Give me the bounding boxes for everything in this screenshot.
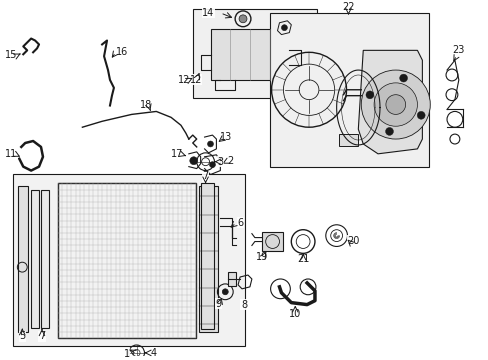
Text: 2: 2 bbox=[226, 156, 233, 166]
Text: 13: 13 bbox=[220, 132, 232, 142]
Text: 18: 18 bbox=[140, 100, 152, 109]
Bar bbox=[13, 174, 244, 346]
Text: 1: 1 bbox=[123, 349, 129, 359]
Polygon shape bbox=[358, 50, 422, 154]
Circle shape bbox=[385, 127, 393, 135]
Text: 7: 7 bbox=[202, 171, 208, 181]
Text: 5: 5 bbox=[19, 331, 25, 341]
Text: 14: 14 bbox=[202, 8, 214, 18]
Text: 8: 8 bbox=[241, 300, 246, 310]
Circle shape bbox=[373, 83, 417, 126]
Text: 6: 6 bbox=[237, 218, 243, 228]
Text: 17: 17 bbox=[170, 149, 183, 159]
Text: 21: 21 bbox=[296, 254, 309, 264]
Circle shape bbox=[365, 91, 373, 99]
Text: 20: 20 bbox=[346, 235, 359, 246]
Text: 10: 10 bbox=[288, 310, 301, 319]
Bar bbox=[198, 186, 218, 332]
Text: 15: 15 bbox=[5, 50, 18, 60]
Circle shape bbox=[385, 95, 405, 114]
Bar bbox=[269, 13, 428, 167]
Bar bbox=[261, 232, 283, 251]
Text: 16: 16 bbox=[116, 47, 128, 57]
Circle shape bbox=[207, 141, 213, 147]
Text: 22: 22 bbox=[342, 2, 354, 12]
Bar bbox=[41, 190, 49, 328]
Text: 3: 3 bbox=[217, 157, 223, 167]
Circle shape bbox=[189, 157, 197, 165]
Bar bbox=[228, 272, 236, 286]
Text: 7: 7 bbox=[39, 331, 45, 341]
Bar bbox=[338, 134, 358, 146]
Text: 19: 19 bbox=[255, 252, 267, 262]
Circle shape bbox=[361, 70, 429, 139]
Text: 4: 4 bbox=[150, 348, 156, 358]
Bar bbox=[210, 29, 289, 80]
Circle shape bbox=[281, 25, 287, 31]
Text: 12: 12 bbox=[189, 75, 202, 85]
Text: 12: 12 bbox=[177, 75, 190, 85]
Text: 11: 11 bbox=[5, 149, 18, 159]
Circle shape bbox=[399, 74, 407, 82]
Circle shape bbox=[209, 162, 215, 168]
Circle shape bbox=[416, 111, 424, 119]
Bar bbox=[58, 183, 195, 338]
Bar bbox=[192, 9, 316, 98]
Bar bbox=[18, 186, 28, 332]
Text: 9: 9 bbox=[215, 298, 221, 309]
Circle shape bbox=[222, 289, 228, 295]
Bar bbox=[200, 183, 214, 329]
Circle shape bbox=[239, 15, 246, 23]
Bar bbox=[31, 190, 39, 328]
Text: 23: 23 bbox=[452, 45, 464, 55]
